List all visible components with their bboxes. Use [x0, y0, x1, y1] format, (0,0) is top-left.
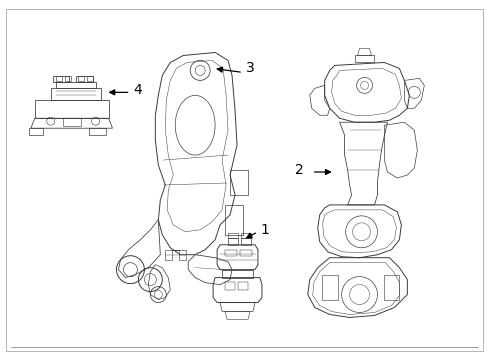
- Bar: [56, 76, 61, 81]
- Text: 2: 2: [294, 163, 303, 177]
- Bar: [227, 238, 238, 245]
- Text: 1: 1: [260, 223, 268, 237]
- Bar: [64, 76, 71, 81]
- Text: 3: 3: [245, 62, 254, 76]
- Bar: [227, 233, 238, 238]
- Bar: [240, 250, 251, 256]
- Bar: [241, 238, 250, 245]
- Bar: [86, 76, 92, 81]
- Bar: [78, 76, 83, 81]
- Bar: [224, 282, 235, 289]
- Bar: [241, 233, 250, 238]
- Bar: [224, 250, 237, 256]
- Text: 4: 4: [133, 84, 142, 97]
- Bar: [62, 118, 81, 126]
- Bar: [238, 282, 247, 289]
